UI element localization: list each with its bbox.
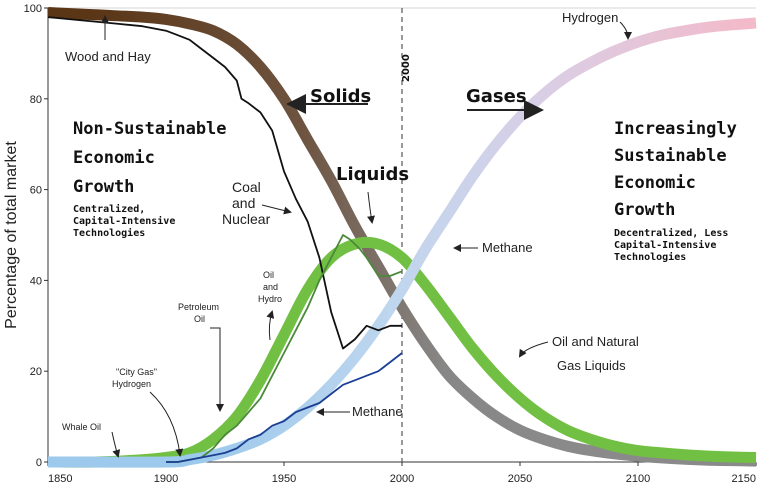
label-methane-lower: Methane [352,404,403,419]
petroleum-arrow [210,327,224,412]
whale-oil-arrow [111,431,121,458]
label-coal-2: and [232,195,255,211]
label-liquids: Liquids [336,164,409,185]
series-oil-hydro [166,234,403,463]
x-tick-label: 1850 [48,473,72,485]
label-sustainable-2: Sustainable [614,146,727,166]
series-liquids [47,236,757,468]
y-tick-labels: 0 20 40 60 80 100 [24,3,48,469]
label-sustainable-sub-3: Technologies [614,251,686,263]
y-axis-label: Percentage of total market [3,141,20,329]
label-non-sustainable-1: Non-Sustainable [73,119,227,139]
label-coal-3: Nuclear [222,211,271,227]
label-non-sustainable-sub-1: Centralized, [73,203,145,215]
label-sustainable-sub-1: Decentralized, Less [614,227,728,239]
y-tick-label: 80 [30,94,42,106]
x-tick-labels: 1850 1900 1950 2000 2050 2100 2150 [47,462,757,485]
oil-hydro-arrow [266,310,275,341]
label-non-sustainable-2: Economic [73,148,155,168]
x-tick-label: 1950 [272,473,296,485]
y-tick-label: 100 [24,3,42,15]
label-whale-oil: Whale Oil [62,422,101,432]
label-sustainable-4: Growth [614,200,675,220]
annotations: Wood and Hay Solids Gases Hydrogen Non-S… [62,10,737,432]
city-gas-arrow [149,391,184,457]
annotation-arrows [101,15,632,458]
label-non-sustainable-3: Growth [73,177,134,197]
label-oil-hydro-1: Oil [263,270,274,280]
y-tick-label: 60 [30,185,42,197]
x-tick-label: 2000 [390,473,414,485]
label-sustainable-sub-2: Capital-Intensive [614,239,716,251]
label-coal-1: Coal [232,179,261,195]
label-non-sustainable-sub-2: Capital-Intensive [73,215,175,227]
label-oil-hydro-2: and [263,282,278,292]
series-layer [47,7,757,468]
label-gases: Gases [466,86,527,107]
label-methane-upper: Methane [482,240,533,255]
y-tick-label: 40 [30,275,42,287]
label-non-sustainable-sub-3: Technologies [73,227,145,239]
x-tick-label: 2100 [626,473,650,485]
y-tick-label: 20 [30,366,42,378]
series-wood-coal [47,16,402,350]
label-sustainable-3: Economic [614,173,696,193]
x-tick-label: 2150 [732,473,756,485]
y-tick-label: 0 [36,457,42,469]
label-oil-ngl-2: Gas Liquids [557,358,626,373]
label-hydrogen-top: Hydrogen [562,10,618,25]
label-city-gas-2: Hydrogen [112,379,151,389]
liquids-arrow [367,191,375,224]
x-tick-label: 1900 [154,473,178,485]
hydrogen-arrow [619,21,632,40]
label-petroleum-2: Oil [194,314,205,324]
series-methane [166,352,403,463]
label-solids: Solids [310,86,371,107]
label-sustainable-1: Increasingly [614,119,737,139]
oil-ngl-arrow [518,341,549,358]
label-city-gas-1: "City Gas" [116,367,157,377]
label-wood-and-hay: Wood and Hay [65,49,151,64]
year-2000-label: 2000 [401,54,412,82]
label-petroleum-1: Petroleum [178,302,219,312]
label-oil-ngl-1: Oil and Natural [552,334,639,349]
label-oil-hydro-3: Hydro [258,294,282,304]
x-tick-label: 2050 [508,473,532,485]
coal-arrow [261,204,292,215]
